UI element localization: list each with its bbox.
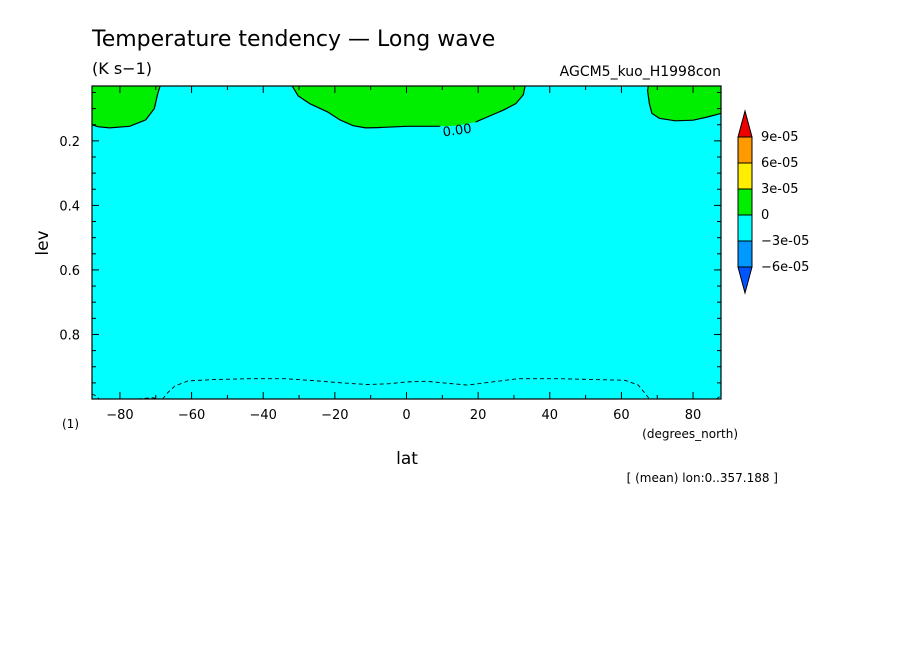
- x-tick-label: −40: [250, 408, 277, 423]
- region-0: [92, 86, 161, 128]
- colorbar: 9e-05 6e-05 3e-05 0 −3e-05 −6e-05: [737, 109, 809, 295]
- contour-1-segment-2: [137, 397, 160, 399]
- colorbar-bottom-arrow: [737, 266, 753, 295]
- contour-0-segment-3: [646, 86, 721, 122]
- colorbar-label: −3e-05: [761, 234, 809, 249]
- contour-0-segment-0: [92, 86, 161, 129]
- x-tick-label: 40: [542, 408, 559, 423]
- y-units-label: (1): [62, 417, 79, 431]
- colorbar-top-arrow: [737, 109, 753, 138]
- mean-annotation: [ (mean) lon:0..357.188 ]: [627, 471, 778, 485]
- x-tick-label: −60: [178, 408, 205, 423]
- region-2: [647, 86, 721, 121]
- contour-0-segment-1: [291, 86, 441, 129]
- y-axis: 0.2 0.4 0.6 0.8: [59, 91, 721, 384]
- x-axis: −80 −60 −40 −20 0 20 40 60 80: [106, 86, 701, 423]
- x-tick-label: −20: [321, 408, 348, 423]
- x-tick-label: 60: [613, 408, 630, 423]
- contour-1-segment-1: [92, 393, 100, 399]
- units-label: (K s−1): [92, 59, 152, 78]
- contour-label-layer: 0.00: [442, 122, 473, 141]
- contour-label: 0.00: [442, 122, 473, 141]
- y-tick-label: 0.8: [59, 328, 80, 343]
- region-layer: [92, 86, 721, 128]
- chart-title: Temperature tendency — Long wave: [91, 27, 495, 52]
- x-tick-label: 80: [685, 408, 702, 423]
- colorbar-label: 6e-05: [761, 156, 799, 171]
- colorbar-label: 0: [761, 208, 769, 223]
- colorbar-label: 9e-05: [761, 130, 799, 145]
- colorbar-swatch: [737, 188, 753, 216]
- x-axis-label: lat: [396, 449, 418, 469]
- x-tick-label: 20: [470, 408, 487, 423]
- colorbar-swatch: [737, 214, 753, 242]
- x-tick-label: −80: [106, 408, 133, 423]
- colorbar-label: 3e-05: [761, 182, 799, 197]
- y-tick-label: 0.2: [59, 135, 80, 150]
- background-level-fill: [92, 86, 721, 399]
- colorbar-swatch: [737, 240, 753, 268]
- y-tick-label: 0.6: [59, 264, 80, 279]
- contour-0-segment-2: [475, 86, 526, 123]
- y-tick-label: 0.4: [59, 199, 80, 214]
- colorbar-swatch: [737, 162, 753, 190]
- experiment-label: AGCM5_kuo_H1998con: [560, 64, 721, 80]
- y-axis-label: lev: [33, 230, 53, 255]
- contour-1-segment-0: [162, 378, 650, 399]
- colorbar-swatch: [737, 136, 753, 164]
- region-1: [292, 86, 526, 128]
- x-units-label: (degrees_north): [642, 427, 738, 441]
- contour-layer: [92, 86, 721, 399]
- colorbar-label: −6e-05: [761, 260, 809, 275]
- x-tick-label: 0: [402, 408, 410, 423]
